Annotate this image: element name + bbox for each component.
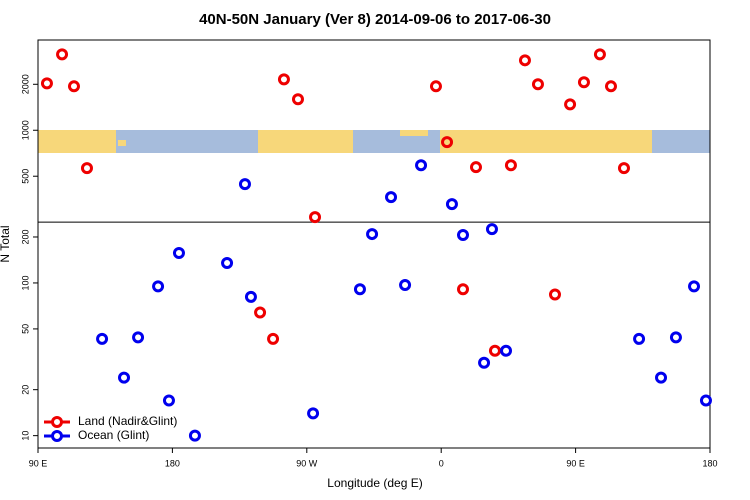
- y-axis-label: N Total: [0, 225, 12, 262]
- point: [488, 344, 501, 357]
- point: [441, 136, 454, 149]
- x-tick-label: 180: [165, 458, 180, 468]
- legend-marker: [51, 430, 63, 442]
- point: [385, 191, 398, 204]
- point: [699, 394, 712, 407]
- point: [309, 211, 322, 224]
- y-tick-label: 10: [20, 431, 30, 441]
- point: [669, 331, 682, 344]
- legend-label: Ocean (Glint): [78, 428, 149, 442]
- point: [500, 344, 513, 357]
- legend-marker: [51, 416, 63, 428]
- point: [485, 223, 498, 236]
- point: [564, 98, 577, 111]
- point: [132, 331, 145, 344]
- point: [162, 394, 175, 407]
- y-tick-label: 100: [20, 275, 30, 290]
- point: [221, 257, 234, 270]
- point: [152, 280, 165, 293]
- point: [688, 280, 701, 293]
- point: [548, 288, 561, 301]
- x-tick-label: 180: [702, 458, 717, 468]
- point: [415, 159, 428, 172]
- point: [277, 73, 290, 86]
- point: [577, 76, 590, 89]
- map-strip: [38, 130, 710, 153]
- point: [80, 162, 93, 175]
- point: [445, 198, 458, 211]
- y-tick-label: 2000: [20, 74, 30, 94]
- point: [40, 77, 53, 90]
- point: [118, 371, 131, 384]
- point: [593, 48, 606, 61]
- point: [478, 356, 491, 369]
- x-tick-label: 90 W: [296, 458, 318, 468]
- point: [238, 178, 251, 191]
- plot-frame: [37, 39, 711, 449]
- x-axis-label: Longitude (deg E): [327, 476, 422, 490]
- point: [244, 290, 257, 303]
- point: [633, 332, 646, 345]
- legend-label: Land (Nadir&Glint): [78, 414, 177, 428]
- point: [67, 80, 80, 93]
- y-tick-label: 200: [20, 229, 30, 244]
- chart-title: 40N-50N January (Ver 8) 2014-09-06 to 20…: [199, 11, 551, 28]
- point: [366, 228, 379, 241]
- point: [399, 278, 412, 291]
- point: [307, 407, 320, 420]
- y-tick-label: 20: [20, 385, 30, 395]
- point: [267, 332, 280, 345]
- point: [457, 283, 470, 296]
- point: [188, 429, 201, 442]
- x-tick-label: 90 E: [566, 458, 585, 468]
- point: [531, 78, 544, 91]
- y-tick-label: 500: [20, 169, 30, 184]
- point: [56, 48, 69, 61]
- y-tick-label: 50: [20, 324, 30, 334]
- point: [254, 306, 267, 319]
- point: [96, 332, 109, 345]
- point: [429, 80, 442, 93]
- point: [604, 80, 617, 93]
- point: [457, 229, 470, 242]
- point: [172, 247, 185, 260]
- x-tick-label: 0: [439, 458, 444, 468]
- point: [655, 371, 668, 384]
- point: [469, 161, 482, 174]
- point: [291, 93, 304, 106]
- x-tick-label: 90 E: [29, 458, 48, 468]
- point: [353, 283, 366, 296]
- y-tick-label: 1000: [20, 120, 30, 140]
- point: [504, 159, 517, 172]
- point: [617, 162, 630, 175]
- point: [518, 54, 531, 67]
